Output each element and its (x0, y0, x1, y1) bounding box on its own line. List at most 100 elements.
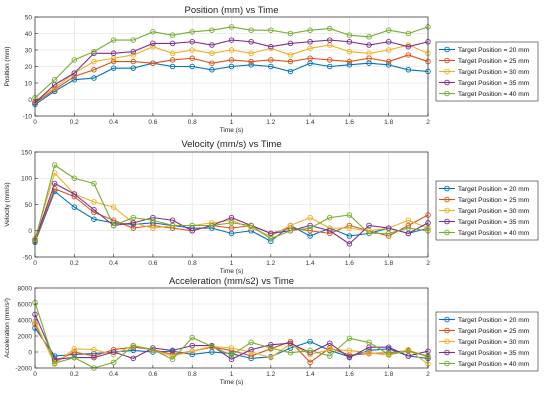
data-point (189, 63, 195, 70)
data-point (346, 233, 353, 239)
legend-label: Target Position = 25 mm (458, 58, 530, 65)
legend-swatch-marker (444, 196, 450, 203)
legend-label: Target Position = 30 mm (458, 339, 530, 346)
y-axis-label: Position (mm) (4, 46, 11, 86)
legend-swatch-marker (444, 218, 450, 225)
data-point (346, 32, 353, 38)
data-point (287, 222, 294, 229)
data-point (130, 342, 136, 349)
data-point (189, 222, 195, 229)
x-tick-label: 0.6 (148, 371, 157, 378)
data-point (209, 50, 215, 57)
series-5 (32, 299, 431, 371)
data-point (169, 57, 176, 63)
legend-label: Target Position = 20 mm (458, 47, 530, 54)
data-point (327, 353, 333, 359)
data-point (209, 222, 215, 229)
series-line (34, 314, 429, 360)
data-point (405, 67, 412, 73)
data-point (228, 352, 235, 358)
data-point (385, 39, 392, 45)
series-line (34, 26, 429, 99)
data-point (91, 216, 97, 222)
legend-swatch-marker (444, 68, 450, 75)
x-tick-label: 2 (426, 260, 430, 267)
data-point (150, 60, 156, 66)
data-point (91, 353, 97, 359)
legend-box (435, 311, 539, 372)
data-point (405, 225, 412, 231)
series-line (34, 302, 429, 369)
x-tick-label: 0.4 (109, 260, 118, 267)
data-point (405, 52, 412, 58)
data-point (91, 354, 97, 361)
data-point (327, 57, 333, 63)
data-point (130, 48, 136, 55)
data-point (130, 355, 136, 362)
x-tick-label: 0 (33, 119, 37, 126)
data-point (366, 350, 372, 356)
legend-item: Target Position = 40 mm (439, 360, 530, 368)
legend-item: Target Position = 40 mm (439, 229, 530, 237)
series-line (34, 44, 429, 102)
legend-label: Target Position = 40 mm (458, 230, 530, 237)
data-point (385, 47, 392, 53)
data-point (248, 27, 254, 33)
legend-item: Target Position = 40 mm (439, 90, 530, 98)
data-point (71, 175, 78, 181)
data-point (91, 346, 97, 353)
data-point (405, 43, 412, 50)
data-point (130, 37, 136, 43)
data-point (209, 27, 215, 33)
data-point (366, 222, 372, 229)
x-tick-label: 1 (230, 260, 234, 267)
data-point (405, 346, 412, 353)
data-point (91, 199, 97, 205)
x-tick-label: 1.8 (384, 119, 393, 126)
x-tick-label: 1 (230, 371, 234, 378)
series-5 (32, 162, 431, 244)
y-tick-label: 10 (25, 80, 33, 87)
data-point (366, 50, 372, 57)
y-tick-label: -10 (23, 113, 33, 120)
data-point (71, 70, 78, 76)
data-point (150, 40, 156, 47)
chart-panel-3: 0 0.2 0.4 0.6 0.8 1 1.2 1.4 1.6 1.8 2-200002000400… (4, 276, 539, 386)
data-point (307, 45, 313, 52)
data-point (209, 343, 215, 350)
data-point (228, 47, 235, 53)
x-axis-label: Time (s) (220, 379, 244, 386)
legend: Target Position = 20 mm Target Position =… (435, 311, 539, 372)
x-tick-label: 1.4 (306, 371, 315, 378)
y-tick-label: 0 (28, 349, 32, 356)
data-point (327, 214, 333, 221)
data-point (110, 222, 117, 229)
legend-label: Target Position = 35 mm (458, 350, 530, 357)
data-point (189, 348, 195, 354)
legend-label: Target Position = 30 mm (458, 69, 530, 76)
data-point (307, 347, 313, 354)
data-point (169, 32, 176, 38)
data-point (228, 230, 235, 237)
y-tick-label: 150 (21, 149, 32, 156)
data-point (385, 27, 392, 33)
data-point (307, 225, 313, 231)
data-point (307, 338, 313, 345)
x-tick-label: 1.6 (345, 371, 354, 378)
data-point (307, 351, 313, 358)
y-tick-label: 4000 (18, 317, 33, 324)
data-point (51, 162, 58, 168)
data-point (169, 356, 176, 362)
data-point (268, 27, 274, 33)
data-point (130, 58, 136, 65)
data-point (385, 225, 392, 231)
data-point (385, 58, 392, 65)
data-point (307, 55, 313, 62)
y-tick-label: 0 (28, 97, 32, 104)
data-point (366, 42, 372, 48)
series-line (34, 321, 429, 365)
data-point (268, 43, 274, 50)
legend-label: Target Position = 40 mm (458, 361, 530, 368)
x-tick-label: 0.4 (109, 119, 118, 126)
legend-swatch-marker (444, 338, 450, 345)
